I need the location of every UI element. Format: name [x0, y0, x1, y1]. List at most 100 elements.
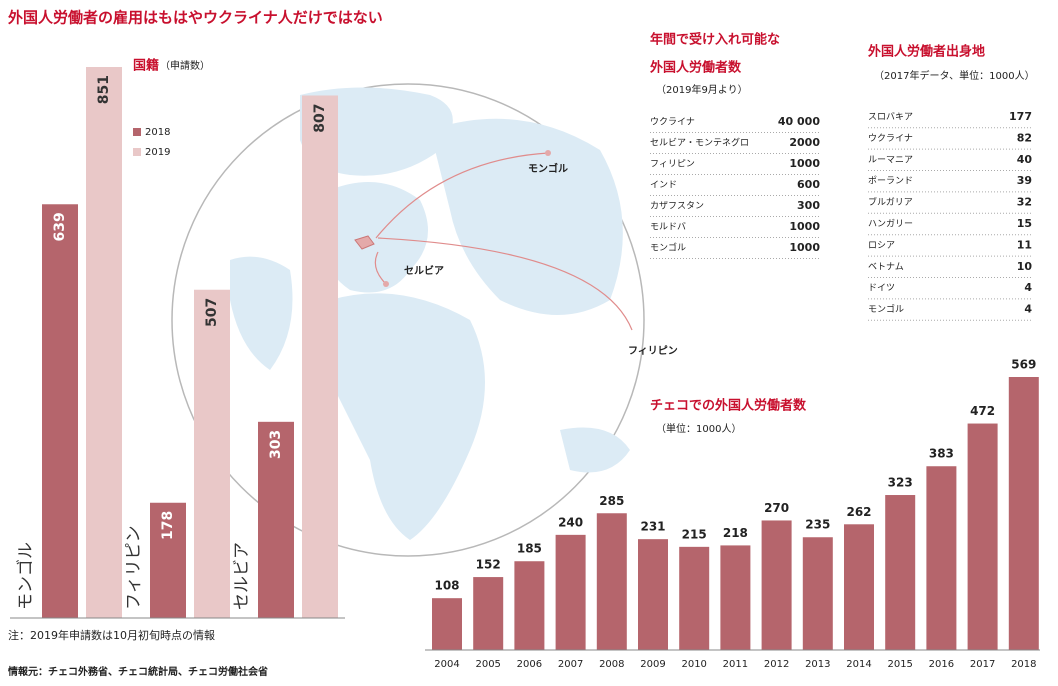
chart-subtitle: （申請数）: [160, 59, 210, 72]
value-label: 507: [204, 298, 220, 327]
bar: [42, 204, 78, 618]
bar: [926, 466, 957, 650]
land: [560, 427, 630, 473]
row-value: 1000: [789, 241, 820, 254]
value-label: 262: [846, 505, 871, 519]
row-value: 1000: [789, 220, 820, 233]
value-label: 807: [312, 103, 328, 132]
row-label: モルドバ: [650, 222, 686, 233]
row-value: 177: [1009, 110, 1032, 123]
czech: [354, 235, 375, 250]
category-label: モンゴル: [15, 542, 36, 610]
x-tick-label: 2018: [1011, 659, 1036, 670]
note: 注：2019年申請数は10月初旬時点の情報: [8, 628, 215, 642]
category-label: フィリピン: [124, 525, 144, 610]
bar: [720, 545, 751, 650]
row-label: モンゴル: [868, 303, 904, 315]
land: [430, 118, 623, 315]
row-value: 1000: [789, 157, 820, 170]
row-label: ウクライナ: [650, 117, 695, 128]
row-label: ドイツ: [868, 284, 895, 294]
row-label: ポーランド: [868, 176, 913, 187]
bar: [802, 537, 833, 650]
map-label: セルビア: [404, 264, 444, 277]
x-tick-label: 2016: [929, 659, 954, 670]
route: [375, 152, 549, 239]
bar: [596, 513, 627, 650]
value-label: 323: [888, 476, 913, 490]
legend-swatch: [133, 148, 141, 156]
bar: [150, 502, 186, 618]
value-label: 215: [682, 527, 707, 541]
route: [374, 251, 387, 285]
value-label: 231: [640, 520, 665, 534]
value-label: 303: [268, 430, 284, 459]
row-value: 10: [1017, 260, 1033, 273]
bar: [514, 561, 545, 650]
x-tick-label: 2015: [887, 659, 912, 670]
bar: [844, 524, 874, 650]
value-label: 185: [517, 542, 542, 556]
bar: [258, 421, 294, 618]
x-tick-label: 2017: [970, 659, 995, 670]
value-label: 178: [160, 511, 176, 540]
source: 情報元：チェコ外務省、チェコ統計局、チェコ労働社会省: [8, 665, 268, 678]
value-label: 639: [52, 212, 68, 241]
bar: [194, 289, 230, 618]
table-title: 外国人労働者数: [649, 60, 742, 76]
x-tick-label: 2011: [723, 659, 748, 670]
value-label: 851: [96, 75, 112, 104]
bar: [432, 598, 462, 650]
row-value: 15: [1017, 217, 1032, 230]
chart-title: チェコでの外国人労働者数: [650, 398, 807, 414]
value-label: 285: [599, 494, 624, 508]
row-label: ベトナム: [868, 261, 904, 272]
chart-subtitle: （単位：1000人）: [656, 422, 741, 435]
land: [320, 293, 485, 540]
bar: [1008, 377, 1039, 650]
row-label: フィリピン: [650, 159, 695, 170]
x-tick-label: 2008: [599, 659, 624, 670]
x-tick-label: 2009: [640, 659, 665, 670]
table-title: 外国人労働者出身地: [867, 44, 985, 60]
row-label: モンゴル: [650, 242, 686, 254]
row-value: 32: [1017, 196, 1032, 209]
value-label: 152: [476, 558, 501, 572]
bar: [885, 495, 916, 650]
legend-label: 2018: [145, 127, 170, 138]
page-title: 外国人労働者の雇用はもはやウクライナ人だけではない: [7, 9, 383, 27]
row-value: 11: [1017, 238, 1032, 251]
value-label: 108: [434, 579, 459, 593]
row-value: 82: [1017, 131, 1032, 144]
bar: [967, 423, 998, 650]
x-tick-label: 2005: [475, 659, 500, 670]
category-label: セルビア: [232, 542, 252, 610]
row-value: 4: [1024, 303, 1032, 316]
bar: [679, 546, 710, 650]
x-tick-label: 2006: [517, 659, 542, 670]
x-tick-label: 2013: [805, 659, 830, 670]
x-tick-label: 2012: [764, 659, 789, 670]
row-label: セルビア・モンテネグロ: [650, 137, 749, 149]
x-tick-label: 2004: [434, 659, 459, 670]
legend-label: 2019: [145, 147, 170, 158]
value-label: 472: [970, 404, 995, 418]
value-label: 270: [764, 501, 789, 515]
table-title: 年間で受け入れ可能な: [650, 32, 780, 48]
row-value: 300: [797, 199, 820, 212]
row-label: ルーマニア: [868, 155, 913, 165]
value-label: 383: [929, 447, 954, 461]
value-label: 569: [1011, 358, 1036, 372]
map-label: モンゴル: [528, 162, 568, 175]
row-label: スロバキア: [868, 112, 913, 123]
table-subtitle: （2019年9月より）: [656, 83, 748, 96]
land: [300, 87, 453, 176]
globe: [171, 83, 645, 557]
x-tick-label: 2014: [846, 659, 871, 670]
row-value: 40 000: [778, 115, 820, 128]
chart-title: 国籍: [133, 58, 159, 74]
row-value: 4: [1024, 281, 1032, 294]
x-tick-label: 2010: [681, 659, 706, 670]
legend-swatch: [133, 128, 141, 136]
row-label: インド: [650, 181, 677, 191]
